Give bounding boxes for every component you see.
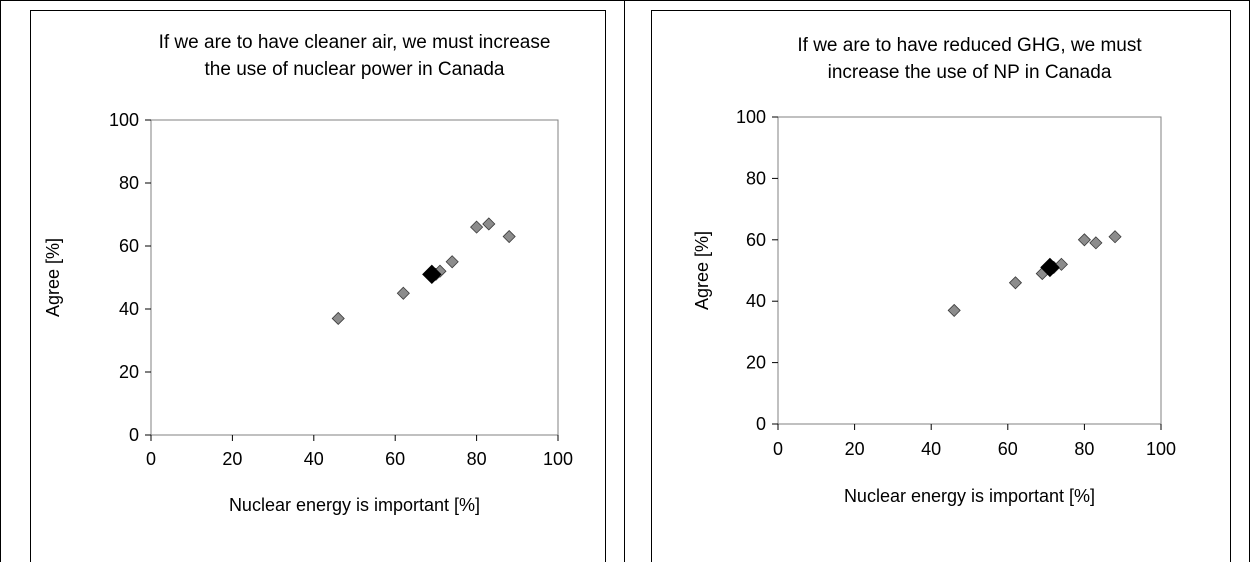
x-tick-label: 0 xyxy=(146,449,156,469)
x-tick-label: 20 xyxy=(222,449,242,469)
chart-title: the use of nuclear power in Canada xyxy=(205,59,505,80)
top-border xyxy=(0,0,1250,1)
x-tick-label: 100 xyxy=(1146,439,1176,459)
y-tick-label: 100 xyxy=(736,107,766,127)
data-point xyxy=(396,286,410,300)
y-tick-label: 80 xyxy=(746,168,766,188)
data-point xyxy=(1089,236,1103,250)
y-tick-label: 0 xyxy=(129,425,139,445)
chart-title: increase the use of NP in Canada xyxy=(828,62,1112,83)
y-tick-label: 40 xyxy=(119,299,139,319)
chart-title: If we are to have cleaner air, we must i… xyxy=(159,32,551,53)
y-tick-label: 60 xyxy=(119,236,139,256)
data-point xyxy=(1108,230,1122,244)
y-axis-label: Agree [%] xyxy=(692,231,712,310)
data-point xyxy=(482,217,496,231)
x-tick-label: 80 xyxy=(1074,439,1094,459)
center-divider xyxy=(624,0,625,562)
x-tick-label: 40 xyxy=(304,449,324,469)
left-border xyxy=(0,0,1,562)
x-tick-label: 60 xyxy=(385,449,405,469)
y-tick-label: 80 xyxy=(119,173,139,193)
highlight-point xyxy=(422,264,442,285)
data-point xyxy=(1008,276,1023,290)
x-tick-label: 100 xyxy=(543,449,573,469)
plot-area xyxy=(150,119,559,436)
x-tick-label: 0 xyxy=(773,439,783,459)
x-tick-label: 80 xyxy=(467,449,487,469)
x-tick-label: 60 xyxy=(998,439,1018,459)
y-tick-label: 100 xyxy=(109,110,139,130)
y-tick-label: 0 xyxy=(756,414,766,434)
y-tick-label: 20 xyxy=(746,353,766,373)
data-point xyxy=(1077,233,1091,247)
data-point xyxy=(470,220,484,234)
data-point xyxy=(502,229,516,244)
chart-right: If we are to have reduced GHG, we must in… xyxy=(692,35,1176,506)
chart-title: If we are to have reduced GHG, we must xyxy=(797,35,1142,56)
data-point xyxy=(331,311,345,326)
y-tick-label: 60 xyxy=(746,230,766,250)
chart-panel-left: If we are to have cleaner air, we must i… xyxy=(30,10,606,562)
chart-left: If we are to have cleaner air, we must i… xyxy=(43,32,573,515)
x-tick-label: 40 xyxy=(921,439,941,459)
x-tick-label: 20 xyxy=(845,439,865,459)
x-axis-label: Nuclear energy is important [%] xyxy=(844,486,1095,506)
plot-area xyxy=(777,116,1162,425)
y-tick-label: 20 xyxy=(119,362,139,382)
chart-panel-right: If we are to have reduced GHG, we must in… xyxy=(651,10,1231,562)
highlight-point xyxy=(1040,257,1060,278)
y-axis-label: Agree [%] xyxy=(43,238,63,317)
y-tick-label: 40 xyxy=(746,291,766,311)
data-point xyxy=(947,303,961,317)
x-axis-label: Nuclear energy is important [%] xyxy=(229,495,480,515)
data-point xyxy=(445,255,459,269)
